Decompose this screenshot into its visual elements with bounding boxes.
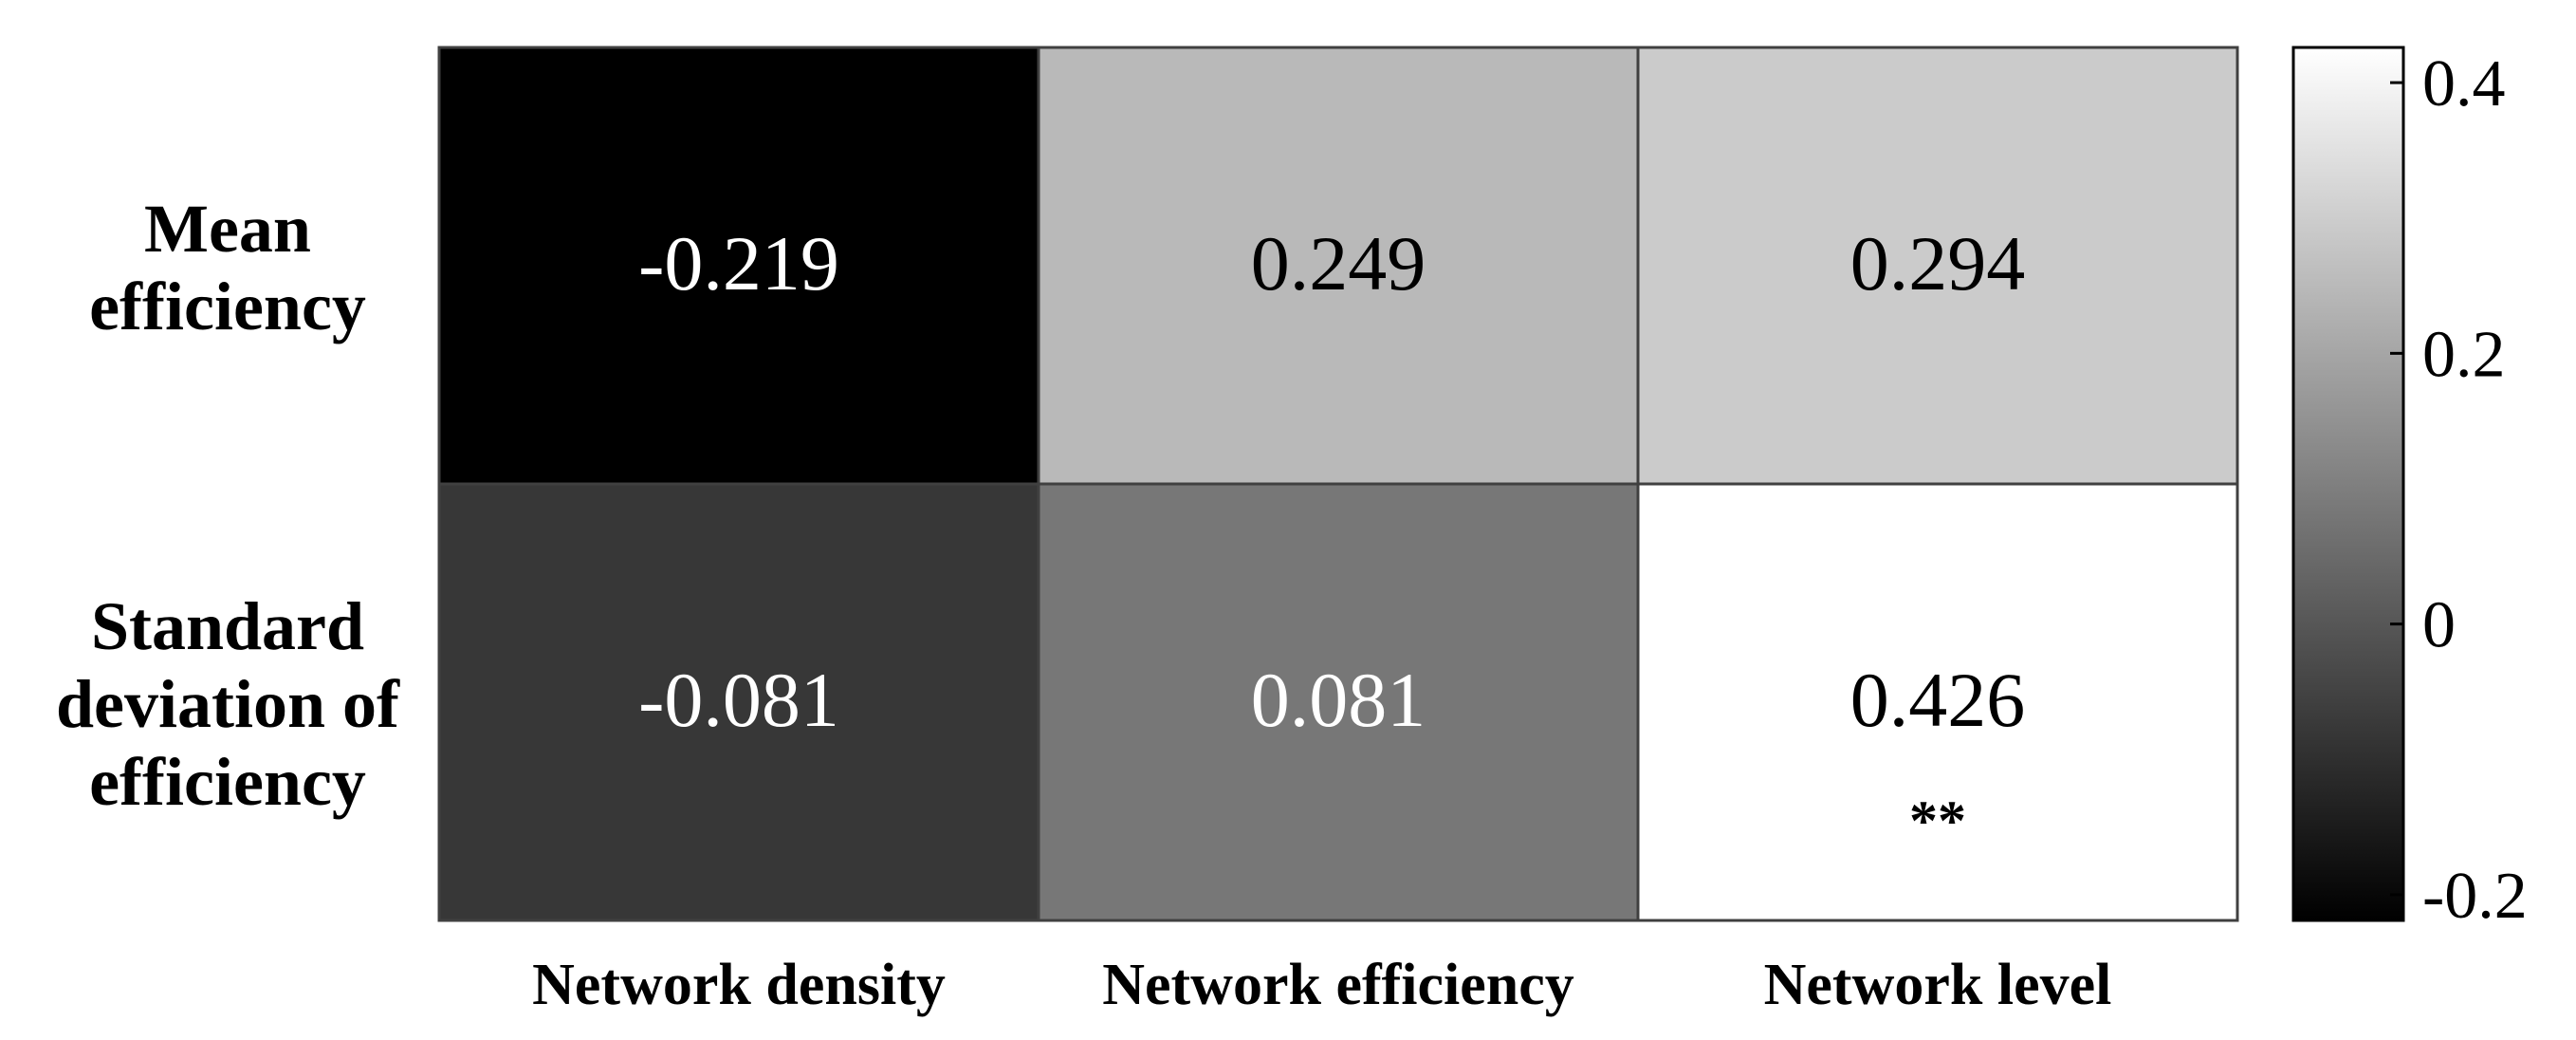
cell-value-r0-c1: 0.249 bbox=[1251, 220, 1426, 306]
colorbar-gradient bbox=[2291, 46, 2405, 922]
row-labels: Mean efficiency Standard deviation of effici… bbox=[56, 191, 400, 820]
cell-significance-r1-c2: ** bbox=[1909, 789, 1966, 852]
cell-value-r0-c2: 0.294 bbox=[1850, 220, 2026, 306]
colorbar-tick-label-3: 0.4 bbox=[2422, 47, 2506, 121]
cell-value-r1-c2: 0.426 bbox=[1850, 657, 2026, 743]
heatmap-cell-labels: -0.219 0.249 0.294 -0.081 0.081 0.426 ** bbox=[638, 220, 2025, 852]
heatmap-cell-r1-c1 bbox=[1037, 482, 1640, 922]
row-label-1: Standard deviation of efficiency bbox=[56, 588, 400, 820]
heatmap-cells bbox=[437, 46, 2239, 922]
colorbar-tick-label-0: -0.2 bbox=[2422, 860, 2528, 933]
heatmap-cell-r0-c2 bbox=[1636, 46, 2239, 486]
column-label-0: Network density bbox=[532, 953, 946, 1017]
heatmap-cell-r0-c0 bbox=[437, 46, 1040, 486]
cell-value-r0-c0: -0.219 bbox=[638, 220, 839, 306]
colorbar-tick-label-2: 0.2 bbox=[2422, 318, 2506, 391]
column-label-2: Network level bbox=[1764, 953, 2112, 1017]
column-labels: Network density Network efficiency Network… bbox=[532, 953, 2111, 1017]
row-label-0: Mean efficiency bbox=[89, 191, 366, 344]
cell-value-r1-c1: 0.081 bbox=[1251, 657, 1426, 743]
heatmap-cell-r1-c2 bbox=[1636, 482, 2239, 922]
column-label-1: Network efficiency bbox=[1102, 953, 1574, 1017]
colorbar-tick-label-1: 0 bbox=[2422, 589, 2456, 662]
colorbar: -0.2 0 0.2 0.4 bbox=[2291, 46, 2528, 933]
heatmap-cell-r0-c1 bbox=[1037, 46, 1640, 486]
heatmap-cell-r1-c0 bbox=[437, 482, 1040, 922]
cell-value-r1-c0: -0.081 bbox=[638, 657, 839, 743]
